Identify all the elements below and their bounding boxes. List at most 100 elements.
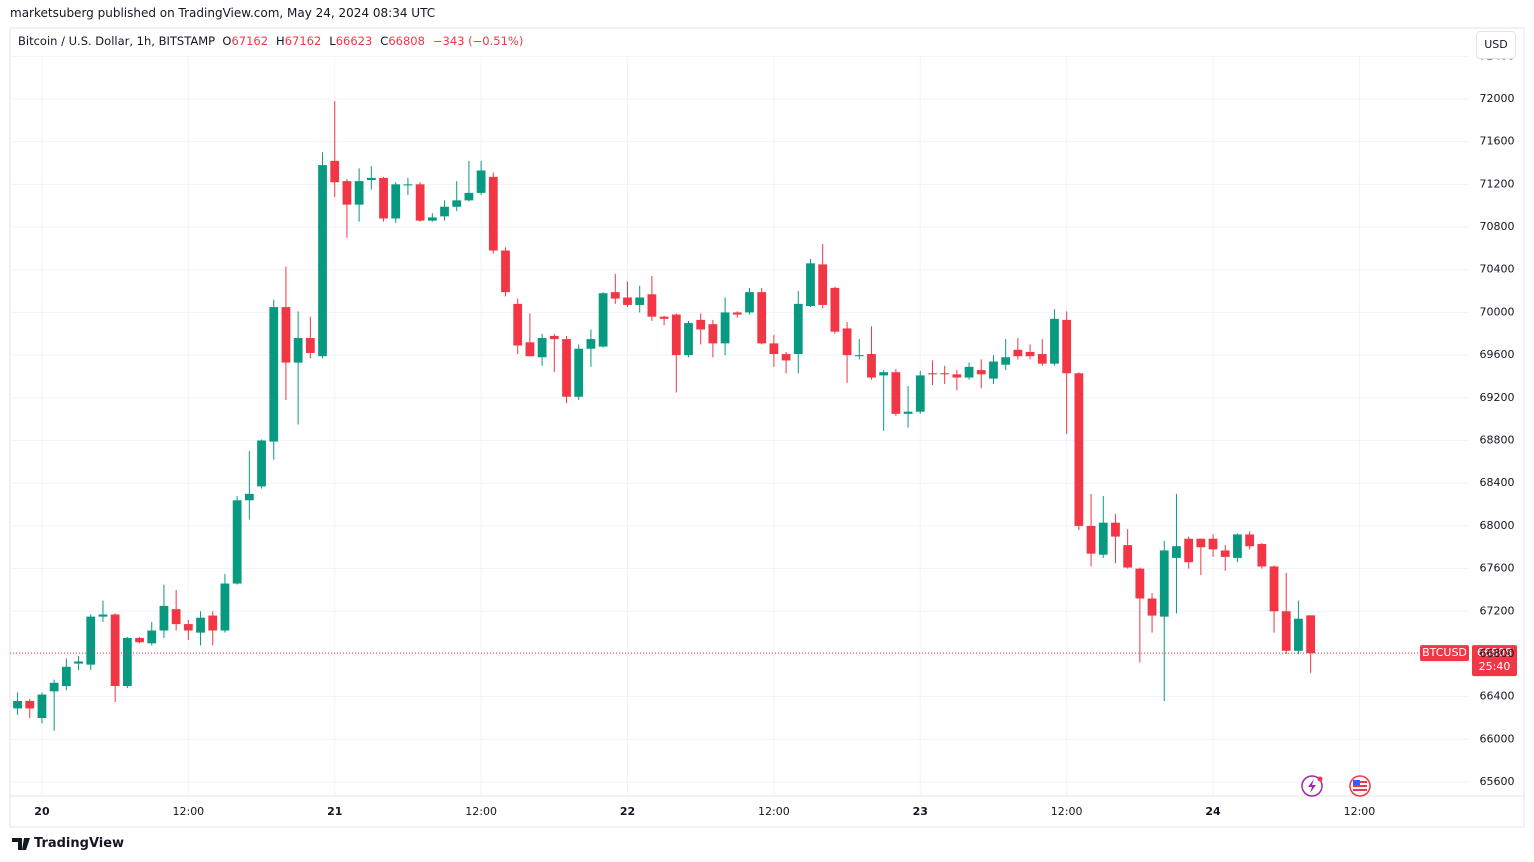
legend: Bitcoin / U.S. Dollar, 1h, BITSTAMP O671…: [18, 34, 531, 48]
candle-body: [940, 373, 950, 375]
brand-logo: [12, 838, 30, 850]
symbol-title: Bitcoin / U.S. Dollar, 1h, BITSTAMP: [18, 34, 216, 48]
candle-body: [1269, 566, 1279, 612]
candle-body: [488, 176, 498, 251]
flag-canton: [1353, 780, 1360, 785]
candle-body: [562, 339, 571, 397]
candle-body: [696, 319, 706, 330]
candle-body: [757, 292, 767, 344]
candle-body: [964, 366, 974, 378]
candle-body: [537, 338, 547, 358]
candle-body: [684, 323, 693, 356]
candle-body: [891, 372, 901, 414]
price-tag: 66808: [1477, 646, 1512, 659]
alert-icon[interactable]: [1301, 775, 1323, 797]
flag-stripe: [1353, 789, 1367, 791]
x-tick-label: 23: [913, 805, 928, 818]
legend-key: C: [380, 34, 389, 48]
candle-body: [244, 493, 254, 501]
candle-body: [1013, 349, 1023, 357]
candle-body: [769, 343, 779, 355]
candle-body: [1208, 538, 1218, 550]
candle-body: [366, 177, 376, 181]
candle-body: [269, 307, 279, 442]
legend-value: 67162: [231, 34, 269, 48]
candle-body: [171, 609, 181, 625]
candle-body: [1050, 318, 1059, 364]
candle-body: [1281, 611, 1291, 651]
candle-body: [122, 637, 132, 687]
candle-body: [915, 375, 925, 412]
candle-body: [525, 342, 535, 357]
candle-body: [1257, 544, 1267, 567]
y-tick-label: 68800: [1480, 434, 1515, 447]
candle-body: [647, 294, 657, 317]
brand: TradingView: [34, 836, 125, 851]
legend-key: H: [276, 34, 285, 48]
candle-body: [257, 440, 266, 487]
candle-body: [476, 170, 486, 193]
grid: [10, 56, 1468, 796]
candle-body: [403, 184, 413, 186]
candle-body: [281, 307, 291, 363]
candle-body: [305, 338, 315, 353]
candle-body: [952, 374, 962, 378]
candle-body: [1306, 615, 1316, 654]
candle-body: [86, 616, 96, 665]
candle-body: [318, 165, 327, 357]
symbol-tag: BTCUSD: [1422, 646, 1467, 659]
y-tick-label: 69600: [1480, 348, 1515, 361]
candle-body: [1294, 618, 1303, 651]
candle-body: [220, 583, 230, 631]
candle-body: [1025, 351, 1035, 357]
candle-body: [1245, 534, 1255, 547]
candle-body: [464, 192, 474, 201]
alert-bolt: [1308, 779, 1316, 793]
candle-body: [818, 264, 828, 305]
candle-body: [842, 328, 852, 356]
candle-body: [1220, 550, 1230, 557]
x-tick-label: 12:00: [1344, 805, 1376, 818]
legend-value: 67162: [284, 34, 322, 48]
legend-key: L: [329, 34, 336, 48]
candle-body: [440, 206, 449, 217]
candle-body: [976, 370, 986, 375]
candle-body: [1111, 522, 1120, 537]
axis-labels: 65600 66000 66400 66800 67200 67600 68000 68400…: [1480, 56, 1515, 788]
candle-body: [867, 354, 876, 378]
candle-body: [1086, 525, 1096, 554]
x-axis-labels: 20 12:00 21 12:00 22 12:00 23 12:00 24 12:00: [34, 805, 1375, 818]
candle-body: [720, 312, 730, 344]
y-tick-label: 71200: [1480, 177, 1515, 190]
candle-body: [610, 292, 620, 299]
candle-body: [1159, 550, 1169, 617]
y-tick-label: 70000: [1480, 305, 1515, 318]
candle-body: [879, 372, 889, 376]
candle-body: [549, 335, 559, 340]
candle-body: [732, 312, 742, 315]
candle-body: [659, 316, 669, 319]
candle-body: [903, 411, 913, 414]
candle-body: [1135, 568, 1145, 599]
candle-body: [708, 324, 718, 344]
price-tag-bg: [1472, 645, 1517, 677]
candle-body: [391, 184, 401, 219]
candle-body: [989, 361, 998, 379]
candle-body: [159, 605, 169, 631]
candle-body: [183, 624, 193, 631]
candle-body: [61, 666, 71, 687]
candle-body: [1123, 545, 1133, 568]
candle-body: [1172, 546, 1181, 558]
candle-body: [1196, 538, 1206, 548]
y-tick-label: 70400: [1480, 263, 1515, 276]
x-tick-label: 22: [620, 805, 635, 818]
change: −343 (−0.51%): [432, 34, 524, 48]
alert-dot: [1317, 776, 1323, 782]
y-tick-label: 66400: [1480, 690, 1515, 703]
candle-body: [196, 617, 205, 633]
candle-body: [49, 682, 59, 692]
currency-button[interactable]: USD: [1476, 31, 1516, 59]
candle-body: [13, 700, 22, 709]
